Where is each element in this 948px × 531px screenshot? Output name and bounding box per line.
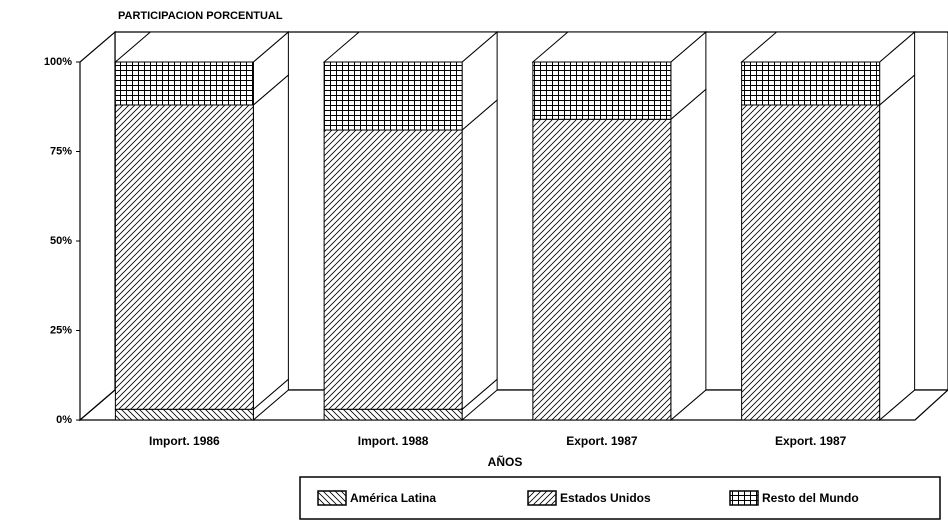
x-tick-label: Import. 1986 [149,434,220,448]
bar [741,104,881,421]
bar-top [322,31,499,63]
bar-side [252,73,289,411]
bar [532,61,672,120]
y-tick-label: 100% [44,56,72,68]
y-tick-label: 0% [56,414,72,426]
bar-side [879,73,916,422]
bar [323,129,463,410]
chart-title: PARTICIPACION PORCENTUAL [118,10,283,22]
bar [323,408,463,421]
legend-swatch [527,490,557,506]
x-tick-label: Import. 1988 [358,434,429,448]
legend-label: Resto del Mundo [762,491,859,505]
legend-swatch [317,490,347,506]
bar [114,104,254,410]
walls [78,30,948,422]
y-tick-label: 25% [50,324,72,336]
legend-label: América Latina [350,491,436,505]
y-tick-label: 75% [50,145,72,157]
bar-top [531,31,708,63]
legend-swatch [729,490,759,506]
left-wall [79,30,116,422]
y-tick-label: 50% [50,235,72,247]
bar [741,61,881,106]
legend-label: Estados Unidos [560,491,651,505]
bar-side [461,98,498,411]
bar [323,61,463,131]
bar [114,61,254,106]
bar-top [114,31,290,63]
bar [532,118,672,421]
x-axis-title: AÑOS [488,454,523,469]
bar-top [740,31,916,63]
bar-side [670,88,707,422]
x-tick-label: Export. 1987 [775,434,847,448]
bar [114,408,254,421]
x-tick-label: Export. 1987 [566,434,638,448]
legend-box [299,476,941,520]
